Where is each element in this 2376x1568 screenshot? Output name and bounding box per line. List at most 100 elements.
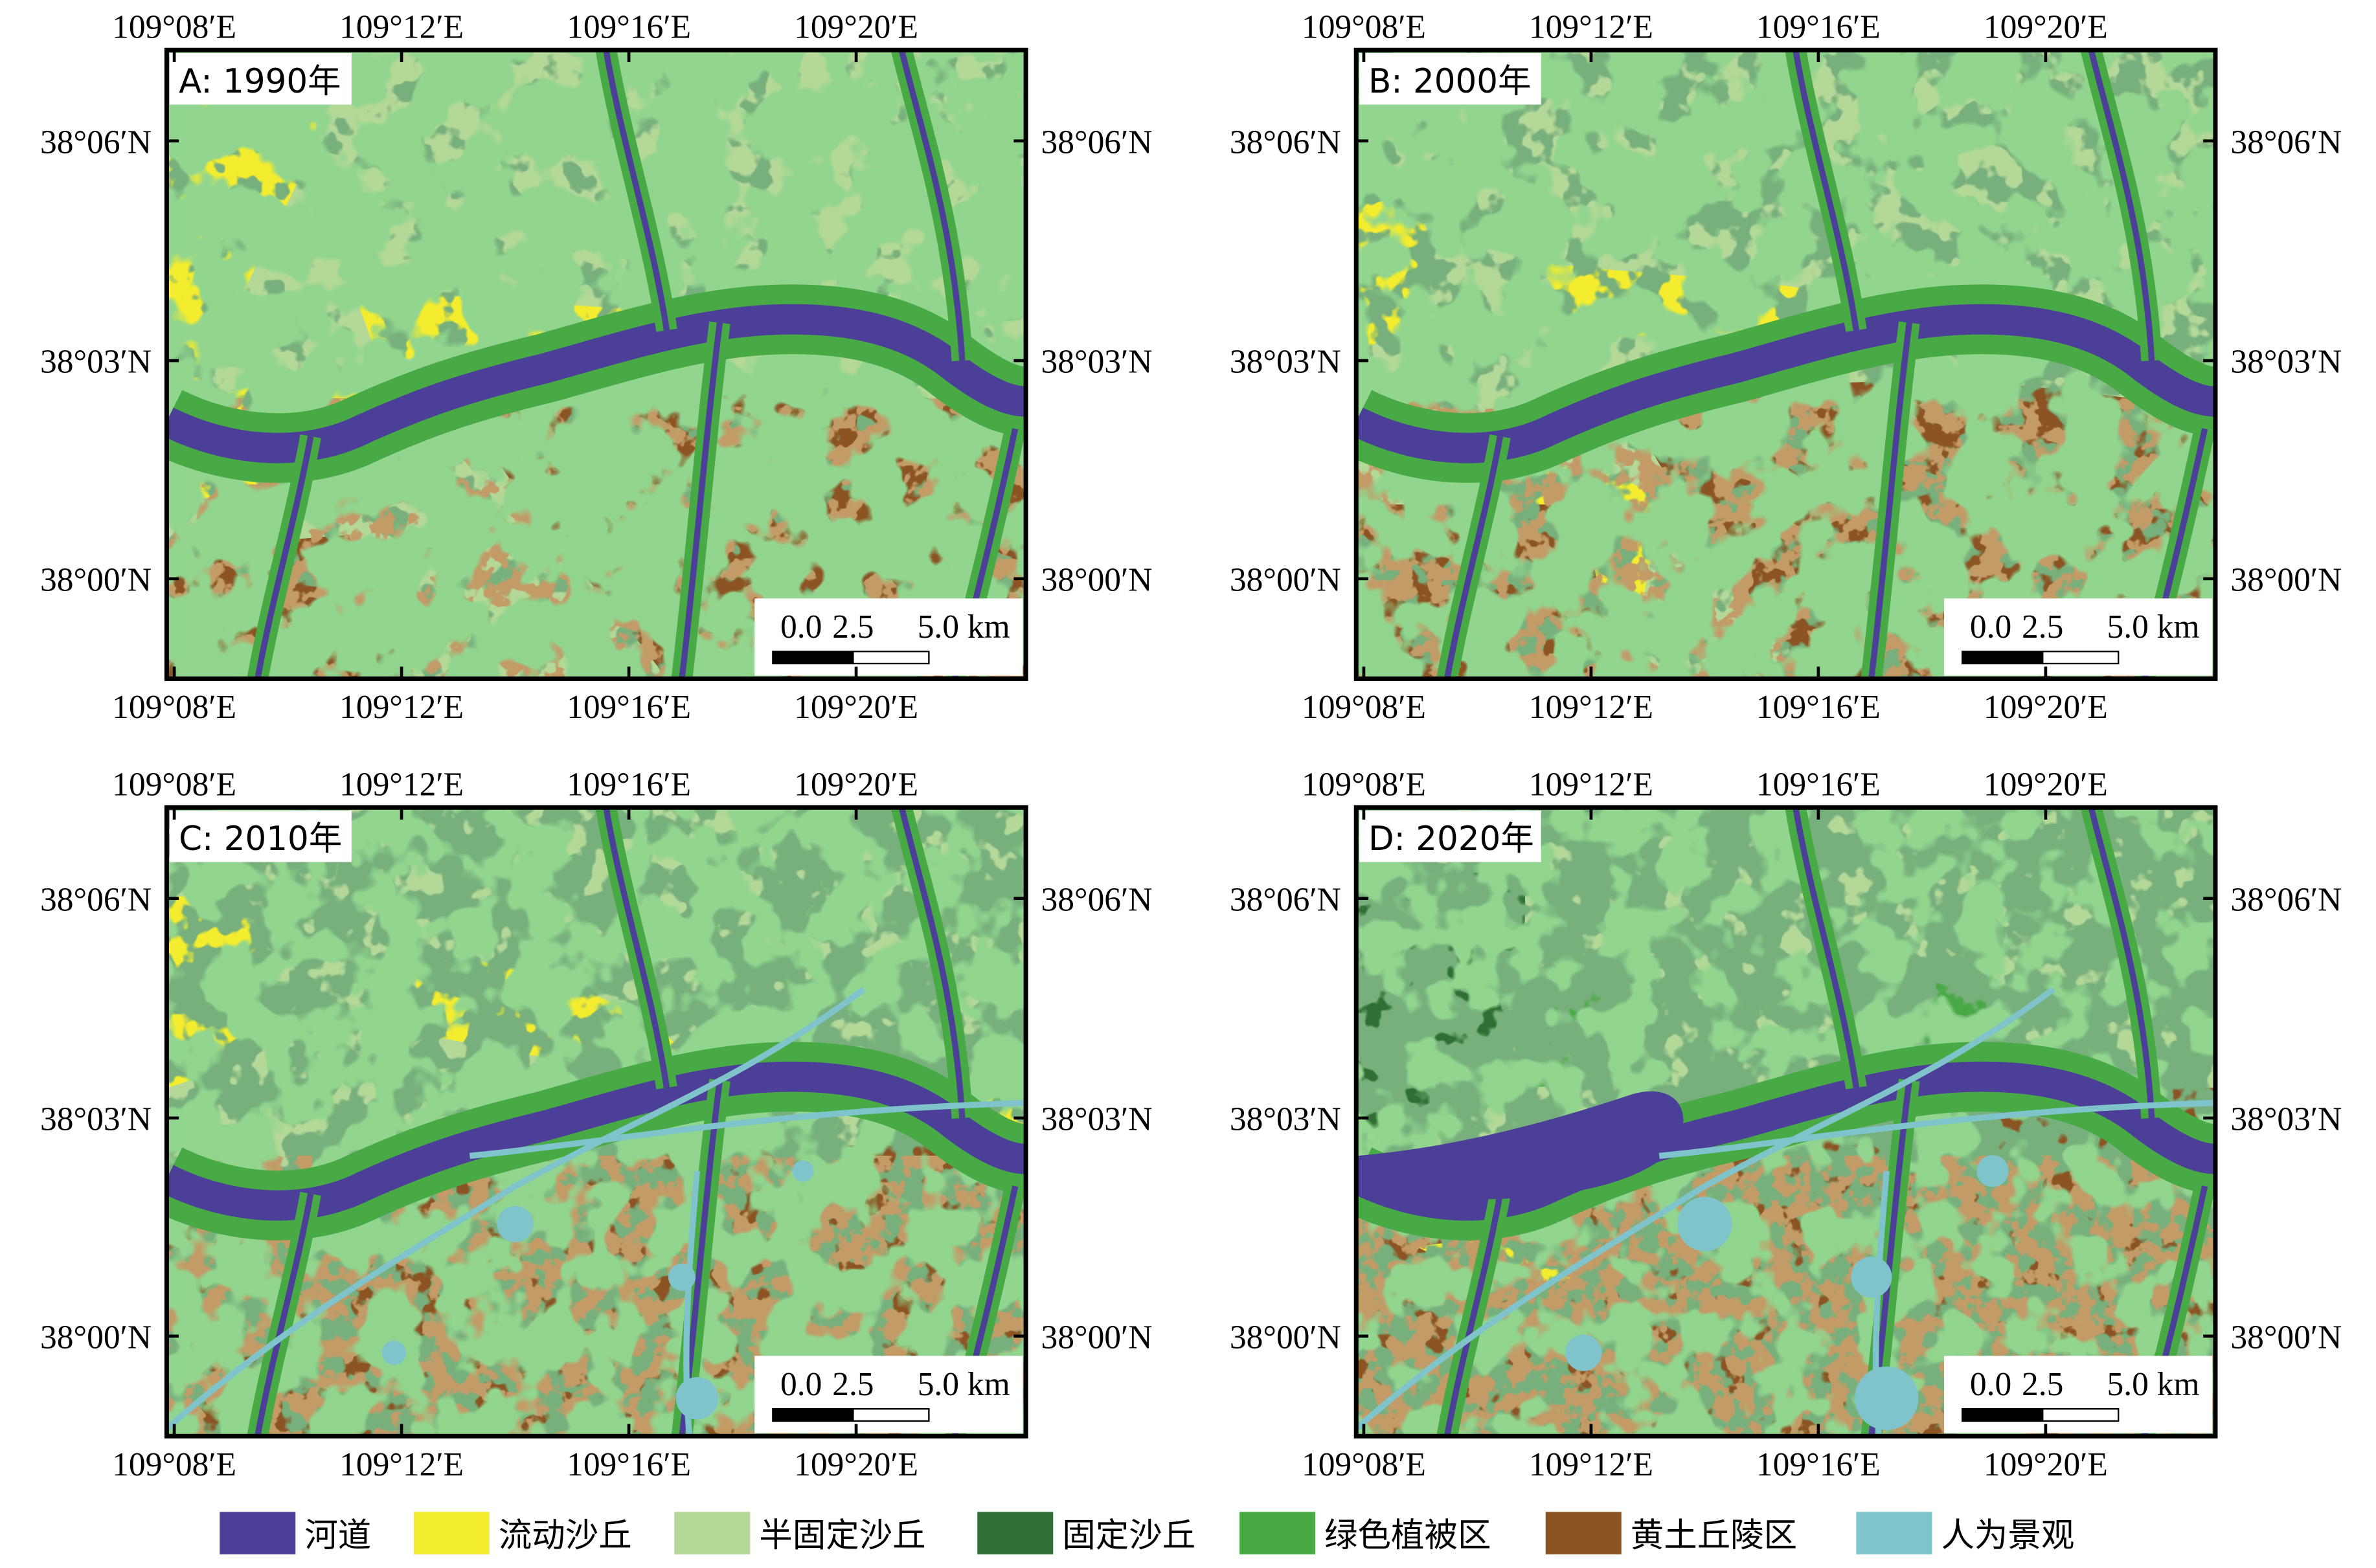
built-up-area xyxy=(1855,1366,1919,1430)
longitude-label: 109°20′E xyxy=(794,9,918,46)
longitude-label: 109°20′E xyxy=(1984,9,2108,46)
latitude-label: 38°00′N xyxy=(40,1319,152,1356)
legend: 河道 流动沙丘 半固定沙丘 固定沙丘 绿色植被区 黄土丘陵区 人为景观 xyxy=(220,1512,2074,1555)
latitude-label: 38°03′N xyxy=(40,1101,152,1138)
longitude-label: 109°08′E xyxy=(1302,1446,1426,1483)
scale-bar-label: 0.0 xyxy=(780,609,822,645)
longitude-label: 109°08′E xyxy=(1302,767,1426,803)
legend-label: 固定沙丘 xyxy=(1062,1516,1195,1555)
scale-bar-label: 5.0 km xyxy=(2107,609,2200,645)
latitude-label: 38°00′N xyxy=(2230,562,2342,599)
longitude-label: 109°08′E xyxy=(112,689,236,726)
map-frame xyxy=(1353,47,2218,681)
latitude-label: 38°06′N xyxy=(2230,124,2342,161)
scale-bar-label: 0.0 xyxy=(780,1366,822,1403)
longitude-label: 109°16′E xyxy=(567,767,691,803)
panel-label: C: 2010年 xyxy=(179,820,342,858)
longitude-label: 109°12′E xyxy=(1529,9,1653,46)
latitude-label: 38°03′N xyxy=(1230,1101,1341,1138)
legend-swatch xyxy=(413,1512,490,1554)
longitude-label: 109°16′E xyxy=(567,9,691,46)
latitude-label: 38°06′N xyxy=(1230,881,1341,918)
tributary xyxy=(255,436,314,679)
latitude-label: 38°03′N xyxy=(40,344,152,381)
legend-label: 河道 xyxy=(304,1516,371,1555)
scale-bar-label: 2.5 xyxy=(2022,1366,2063,1403)
longitude-label: 109°12′E xyxy=(339,1446,464,1483)
latitude-label: 38°06′N xyxy=(1041,881,1153,918)
latitude-label: 38°03′N xyxy=(1230,344,1341,381)
scale-bar-black xyxy=(1962,651,2044,665)
longitude-label: 109°08′E xyxy=(112,1446,236,1483)
tributary xyxy=(603,50,670,331)
latitude-label: 38°06′N xyxy=(40,124,152,161)
road xyxy=(1658,1099,2215,1159)
latitude-label: 38°06′N xyxy=(2230,881,2342,918)
panel-label-box xyxy=(170,52,352,105)
scale-bar-white xyxy=(852,1408,930,1422)
latitude-label: 38°00′N xyxy=(1230,1319,1341,1356)
longitude-label: 109°16′E xyxy=(567,1446,691,1483)
river xyxy=(166,1061,1026,1221)
built-up-area xyxy=(792,1160,814,1182)
longitude-label: 109°08′E xyxy=(1302,9,1426,46)
panel-label-box xyxy=(1359,810,1541,862)
scale-bar-label: 5.0 km xyxy=(918,609,1010,645)
latitude-label: 38°03′N xyxy=(2230,344,2342,381)
road xyxy=(166,987,866,1431)
latitude-label: 38°06′N xyxy=(1230,124,1341,161)
road xyxy=(469,1099,1026,1159)
map-frame xyxy=(1353,805,2218,1439)
longitude-label: 109°20′E xyxy=(794,689,918,726)
tributary xyxy=(2088,50,2155,361)
scale-bar-label: 2.5 xyxy=(832,609,874,645)
latitude-label: 38°00′N xyxy=(40,562,152,599)
longitude-label: 109°20′E xyxy=(794,767,918,803)
latitude-label: 38°00′N xyxy=(1041,562,1153,599)
tributary xyxy=(898,807,966,1119)
scale-bar-label: 0.0 xyxy=(1970,609,2011,645)
tributary xyxy=(1793,807,1860,1088)
map-panel: D: 2020年 0.0 2.5 5.0 km 109°08′E 109°08′E 109°… xyxy=(1230,767,2342,1484)
map-area xyxy=(1356,807,2215,1437)
legend-label: 流动沙丘 xyxy=(499,1516,632,1555)
longitude-label: 109°08′E xyxy=(112,767,236,803)
latitude-label: 38°03′N xyxy=(2230,1101,2342,1138)
built-up-area xyxy=(675,1377,719,1420)
longitude-label: 109°20′E xyxy=(794,1446,918,1483)
map-area xyxy=(1356,50,2215,679)
map-area xyxy=(166,50,1026,679)
built-up-area xyxy=(381,1340,407,1365)
legend-swatch xyxy=(1239,1512,1316,1554)
longitude-label: 109°20′E xyxy=(1984,767,2108,803)
built-up-area xyxy=(1851,1257,1892,1298)
legend-swatch xyxy=(1545,1512,1622,1554)
scale-bar-white xyxy=(2042,651,2120,665)
longitude-label: 109°16′E xyxy=(1756,767,1881,803)
map-area xyxy=(166,807,1026,1437)
built-up-area xyxy=(1565,1334,1602,1371)
map-frame xyxy=(164,805,1028,1439)
latitude-label: 38°03′N xyxy=(1041,1101,1153,1138)
panel-label: D: 2020年 xyxy=(1368,820,1534,858)
river xyxy=(166,304,1026,464)
reservoir xyxy=(1356,1091,1684,1200)
tributary xyxy=(603,807,670,1088)
tributary xyxy=(1793,50,1860,331)
legend-label: 半固定沙丘 xyxy=(759,1516,925,1555)
longitude-label: 109°08′E xyxy=(112,9,236,46)
longitude-label: 109°12′E xyxy=(1529,689,1653,726)
built-up-area xyxy=(668,1263,696,1291)
scale-bar-black xyxy=(772,1408,854,1422)
river xyxy=(1356,1061,2215,1221)
longitude-label: 109°16′E xyxy=(1756,9,1881,46)
tributary xyxy=(1444,1193,1504,1437)
legend-swatch xyxy=(977,1512,1054,1554)
legend-swatch xyxy=(220,1512,296,1554)
longitude-label: 109°12′E xyxy=(339,9,464,46)
scale-bar-label: 5.0 km xyxy=(918,1366,1010,1403)
longitude-label: 109°20′E xyxy=(1984,1446,2108,1483)
scale-bar-label: 2.5 xyxy=(832,1366,874,1403)
